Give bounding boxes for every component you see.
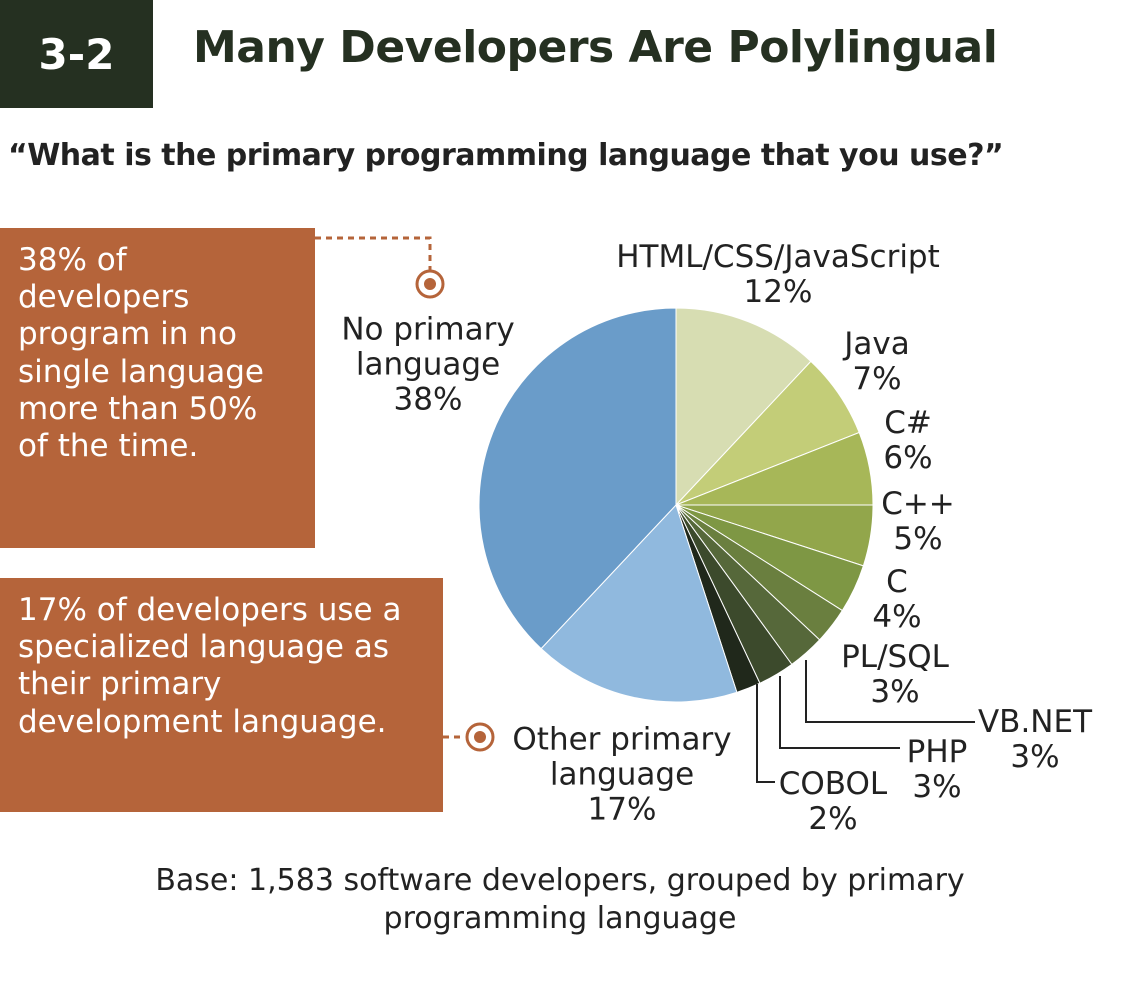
slice [540,504,738,703]
label-name: PHP [906,733,968,770]
slice-label: VB.NET 3% [965,703,1105,775]
label-value: 7% [852,361,902,397]
label-value: 3% [1010,739,1060,775]
label-value: 38% [393,381,463,418]
label-value: 4% [872,599,922,635]
label-name: C++ [881,485,955,522]
label-name: No primary language [341,311,515,383]
slice-label: Java 7% [817,325,937,397]
callout: 17% of developers use a specialized lang… [0,578,443,812]
marker [415,269,445,299]
footnote: Base: 1,583 software developers, grouped… [155,863,965,936]
slice-label: C++ 5% [873,485,963,557]
marker [474,731,486,743]
leader [805,660,975,723]
slice-label: Other primary language 17% [492,722,752,827]
label-name: COBOL [778,765,888,802]
label-value: 3% [912,769,962,805]
label-value: 3% [870,674,920,710]
slice-label: C 4% [857,563,937,635]
label-name: C [886,563,908,600]
marker [424,278,436,290]
leader [315,236,432,270]
marker [465,722,495,752]
leader [779,676,900,749]
label-name: Other primary language [512,721,732,793]
label-value: 12% [743,274,813,310]
subtitle: “What is the primary programming languag… [8,138,1004,173]
slice-label: PHP 3% [892,733,982,805]
pie [478,307,874,703]
badge: 3-2 [0,0,153,108]
label-value: 17% [587,791,657,828]
label-value: 6% [883,440,933,476]
label-value: 2% [808,801,858,837]
title: Many Developers Are Polylingual [193,22,998,73]
leader [756,684,775,783]
label-name: VB.NET [977,703,1093,740]
label-value: 5% [893,521,943,557]
slice-label: PL/SQL 3% [825,638,965,710]
slice-label: COBOL 2% [763,765,903,837]
label-name: C# [884,404,932,441]
label-name: Java [844,325,910,362]
slice [478,307,677,650]
label-name: PL/SQL [841,638,949,675]
slice-label: HTML/CSS/JavaScript 12% [528,238,1028,310]
slice-label: No primary language 38% [328,312,528,417]
label-name: HTML/CSS/JavaScript [616,238,940,275]
callout: 38% of developers program in no single l… [0,228,315,548]
slice [675,307,812,507]
slice-label: C# 6% [868,404,948,476]
